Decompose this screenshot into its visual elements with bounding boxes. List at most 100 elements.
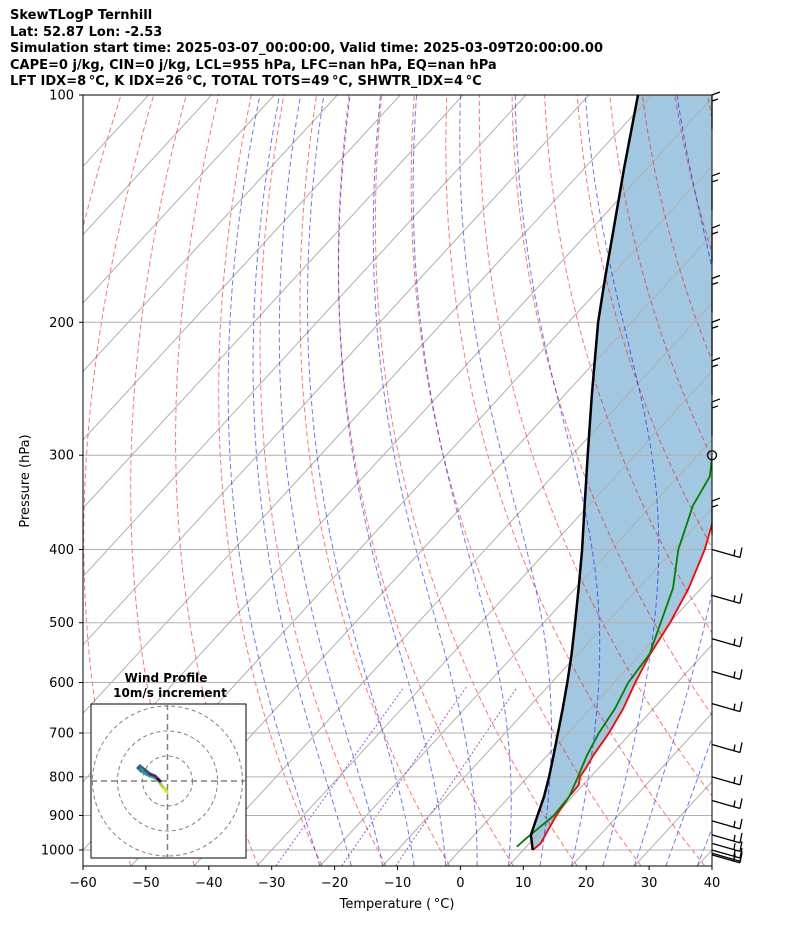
wind-barb: [711, 593, 743, 605]
wind-barb: [711, 742, 743, 754]
isotherm-line: [445, 575, 712, 866]
wind-barb: [711, 832, 743, 844]
isotherm-line: [83, 95, 401, 441]
y-tick-label: 800: [49, 770, 74, 785]
moist-adiabat-line: [338, 95, 447, 866]
x-tick-label: 0: [456, 876, 464, 891]
wind-barbs: [706, 91, 743, 864]
y-tick-label: 700: [49, 727, 74, 742]
isotherm-line: [193, 302, 712, 866]
wind-barb: [711, 701, 743, 713]
moist-adiabat-line: [278, 95, 384, 866]
moist-adiabat-line: [412, 95, 512, 866]
moist-adiabat-line: [633, 95, 712, 866]
y-tick-label: 1000: [41, 844, 74, 859]
hodograph-inset: Wind Profile 10m/s increment: [90, 671, 247, 859]
moist-adiabat-line: [372, 95, 478, 866]
wind-barb: [711, 398, 721, 436]
moist-adiabat-line: [584, 95, 660, 866]
y-axis-ticks: 100 200 300 400 500 600 700 800 900 1000: [41, 89, 83, 859]
wind-barb: [711, 636, 743, 648]
wind-barb: [711, 318, 721, 357]
y-tick-label: 300: [49, 449, 74, 464]
isotherm-line: [83, 95, 212, 236]
moist-adiabat-line: [459, 95, 552, 866]
time-line: Simulation start time: 2025-03-07_00:00:…: [10, 41, 603, 56]
wind-barb: [711, 818, 743, 830]
dry-adiabat-line: [299, 95, 451, 866]
isotherm-line: [83, 95, 590, 646]
wind-barb: [711, 547, 743, 559]
dry-adiabat-line: [374, 95, 578, 866]
isotherm-line: [83, 95, 338, 373]
dry-adiabat-line: [740, 95, 794, 866]
mixing-ratio-line: [395, 686, 518, 866]
x-tick-label: −40: [195, 876, 222, 891]
x-tick-label: −50: [132, 876, 159, 891]
y-axis-label: Pressure (hPa): [18, 434, 33, 527]
dry-adiabat-line: [337, 95, 514, 866]
x-tick-label: −20: [321, 876, 348, 891]
x-tick-label: −30: [258, 876, 285, 891]
isotherm-line: [256, 370, 712, 866]
wind-barb: [711, 224, 721, 262]
dry-adiabat-line: [218, 95, 323, 866]
dry-adiabat-line: [130, 95, 196, 866]
chart-header: SkewTLogP Ternhill Lat: 52.87 Lon: -2.53…: [10, 8, 603, 91]
x-tick-label: 30: [641, 876, 658, 891]
dewpoint-profile-line: [516, 451, 712, 848]
hodograph-ring: [117, 730, 218, 832]
wind-barb: [711, 274, 721, 313]
isotherm-line: [83, 95, 464, 509]
wind-barb: [706, 450, 718, 461]
moist-adiabat-line: [514, 95, 601, 866]
y-tick-label: 200: [49, 316, 74, 331]
y-tick-label: 500: [49, 616, 74, 631]
y-tick-label: 400: [49, 543, 74, 558]
isotherm-line: [130, 233, 712, 866]
wind-barb: [711, 91, 721, 129]
moist-adiabat-line: [729, 95, 794, 866]
index-line: LFT IDX=8 °C, K IDX=26 °C, TOTAL TOTS=49…: [10, 74, 482, 89]
x-tick-label: −10: [384, 876, 411, 891]
dry-adiabat-line: [674, 95, 712, 254]
isotherm-line: [571, 712, 712, 866]
wind-barb: [711, 172, 721, 210]
cape-line: CAPE=0 j/kg, CIN=0 j/kg, LCL=955 hPa, LF…: [10, 57, 497, 73]
x-tick-label: 10: [515, 876, 532, 891]
x-axis-ticks: −60 −50 −40 −30 −20 −10 0 10 20 30 40: [69, 866, 720, 891]
parcel-profile-line: [529, 95, 640, 851]
wind-barb: [711, 357, 721, 395]
isotherm-line: [382, 507, 712, 866]
dry-adiabat-line: [773, 95, 794, 866]
dry-adiabat-line: [83, 95, 122, 230]
isotherm-line: [83, 95, 653, 715]
y-tick-label: 600: [49, 676, 74, 691]
isotherm-line: [508, 644, 712, 866]
dry-adiabat-line: [478, 95, 712, 797]
x-tick-label: 20: [578, 876, 595, 891]
hodograph-title: Wind Profile: [125, 671, 208, 685]
x-tick-label: −60: [69, 876, 96, 891]
moist-adiabat-line: [307, 95, 415, 866]
hodograph-trace: [156, 777, 162, 783]
profile-lines-layer: [516, 95, 712, 851]
wind-barb: [711, 497, 721, 536]
isotherm-line: [319, 439, 712, 866]
dry-adiabat-line: [259, 95, 387, 866]
wind-barb: [711, 798, 743, 810]
x-axis-label: Temperature ( °C): [339, 897, 455, 912]
wind-barb: [711, 841, 743, 853]
wind-barb: [711, 852, 743, 864]
x-tick-label: 40: [704, 876, 721, 891]
wind-barb: [711, 669, 743, 681]
wind-barb: [711, 774, 743, 786]
isotherm-line: [83, 95, 275, 304]
dry-adiabat-line: [544, 95, 712, 634]
moist-adiabat-line: [252, 95, 352, 866]
dry-adiabat-line: [576, 95, 712, 549]
y-tick-label: 900: [49, 809, 74, 824]
dry-adiabat-line: [445, 95, 706, 866]
hodograph-subtitle: 10m/s increment: [113, 686, 227, 700]
